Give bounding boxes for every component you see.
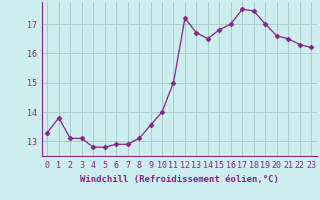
X-axis label: Windchill (Refroidissement éolien,°C): Windchill (Refroidissement éolien,°C) — [80, 175, 279, 184]
